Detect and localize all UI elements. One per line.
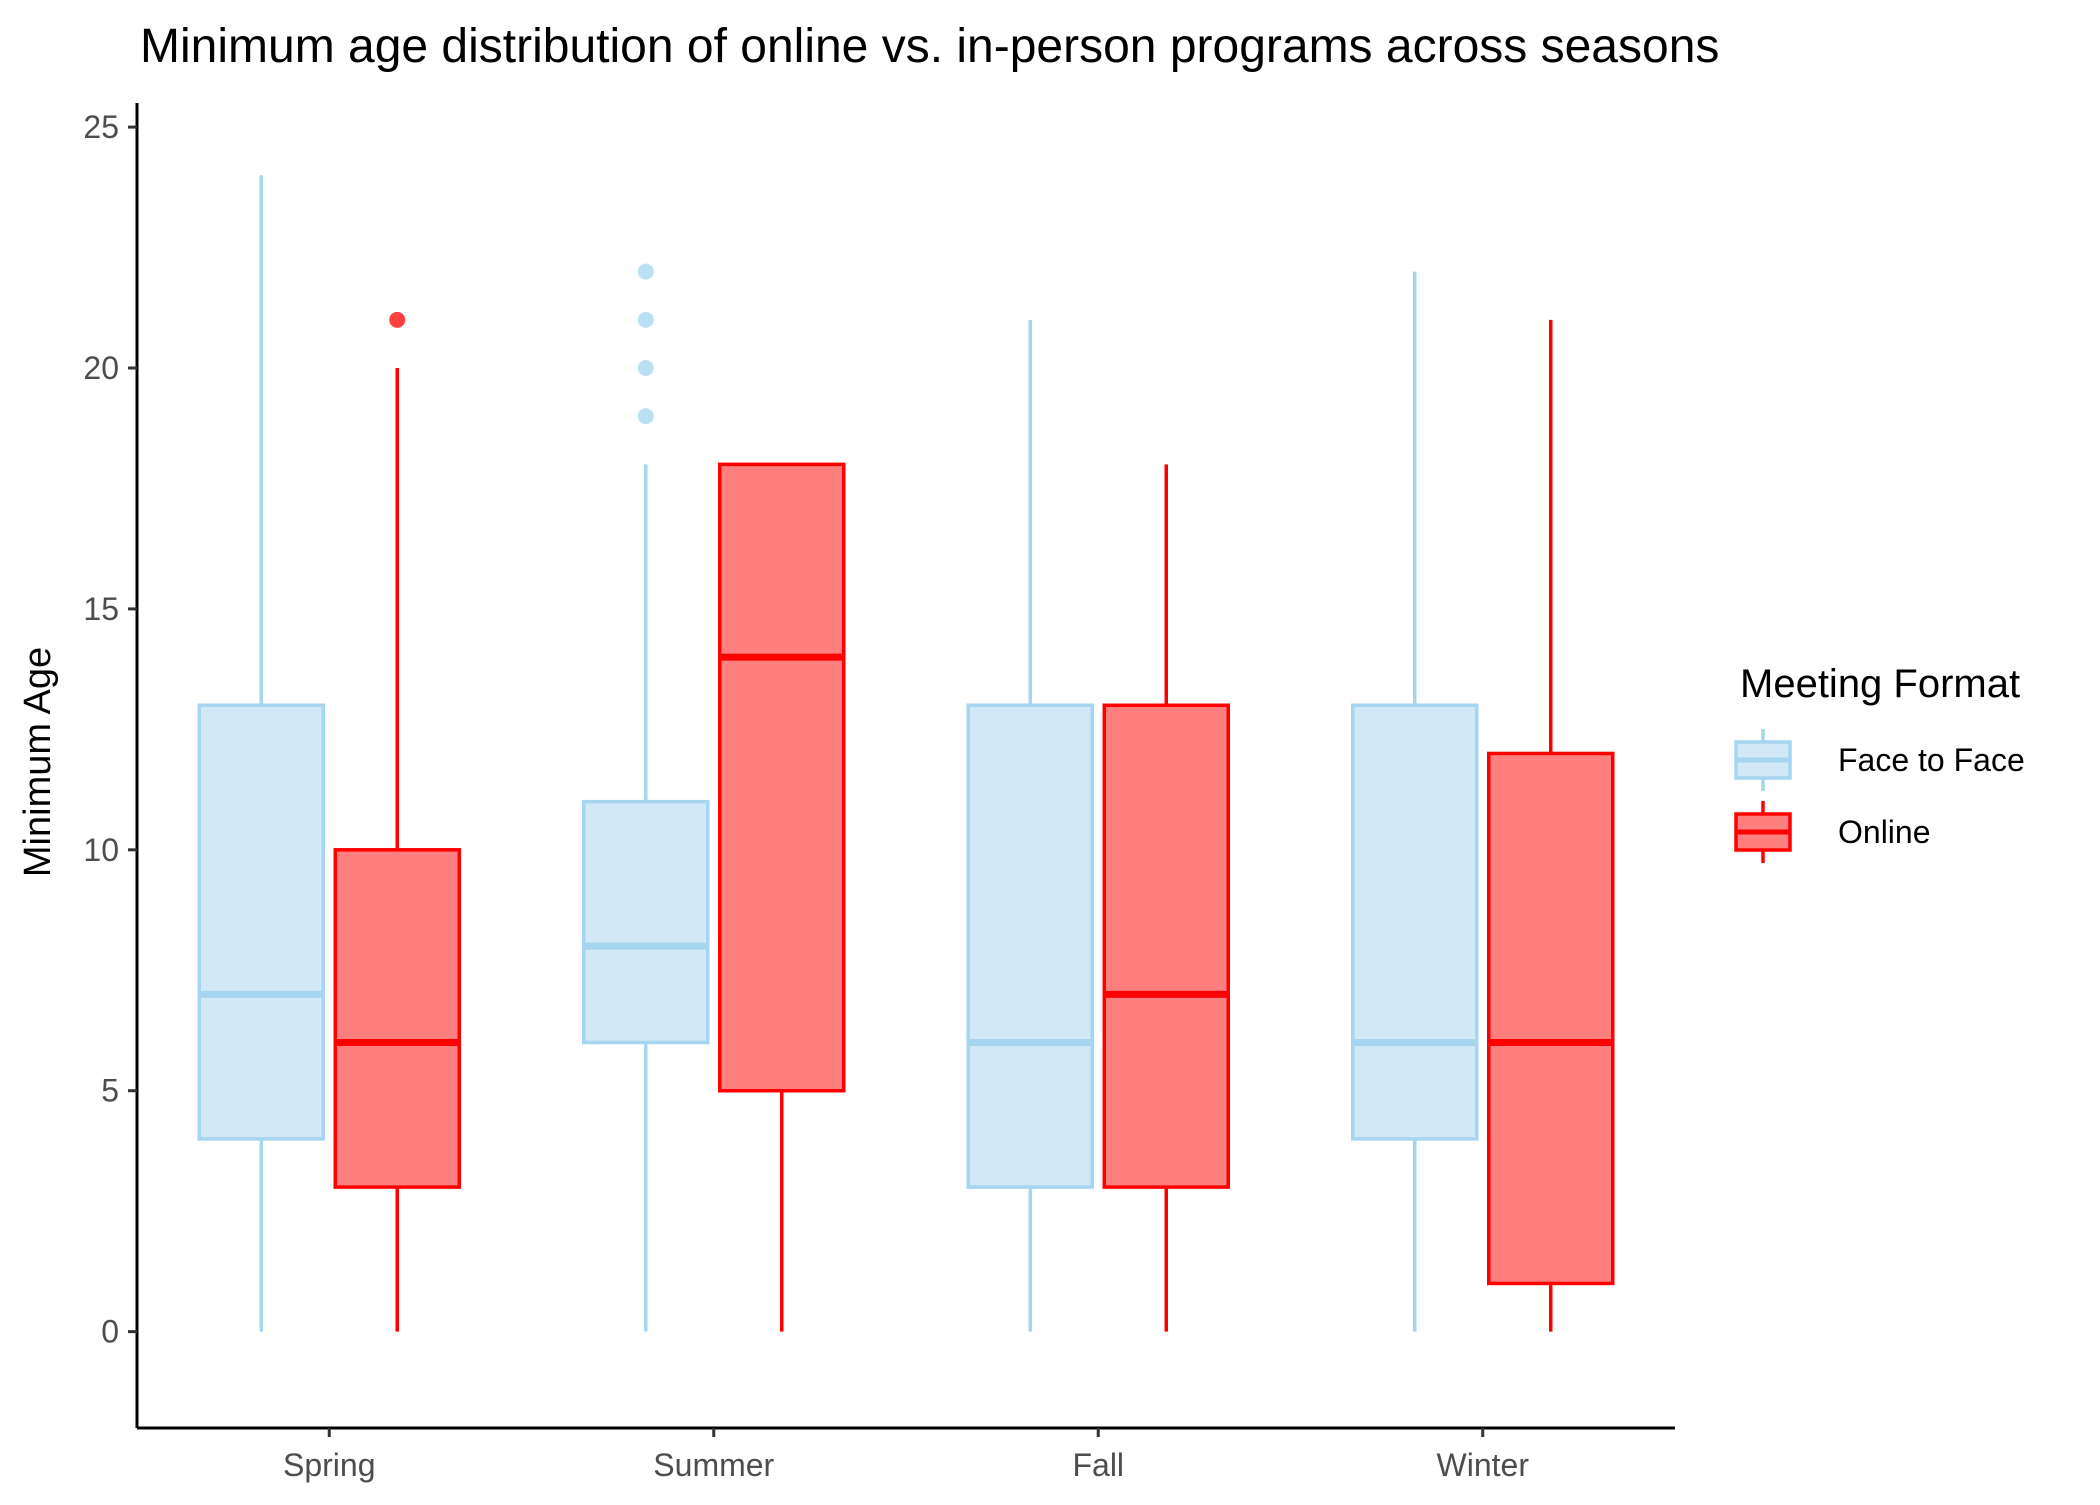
legend-item-online: Online xyxy=(1734,801,1931,863)
plot-area: 0 5 10 15 20 25 Spring Summer Fall Winter xyxy=(83,103,1675,1483)
box-iqr xyxy=(333,848,461,1189)
x-tick-label: Summer xyxy=(653,1447,774,1483)
y-tick-label: 25 xyxy=(83,109,119,145)
y-tick-label: 0 xyxy=(101,1314,119,1350)
x-tick-label: Winter xyxy=(1437,1447,1530,1483)
box-iqr xyxy=(582,799,710,1045)
legend-title: Meeting Format xyxy=(1740,662,2020,706)
box-face-to-face-fall xyxy=(966,319,1094,1332)
y-tick-label: 20 xyxy=(83,350,119,386)
chart-title: Minimum age distribution of online vs. i… xyxy=(140,20,1719,73)
box-iqr xyxy=(718,462,846,1093)
legend-label: Online xyxy=(1838,814,1931,850)
box-iqr xyxy=(1351,703,1479,1141)
outlier-point xyxy=(637,408,654,425)
y-tick-label: 5 xyxy=(101,1073,119,1109)
y-axis-title: Minimum Age xyxy=(17,647,59,877)
outlier-point xyxy=(389,311,406,328)
box-online-fall xyxy=(1102,464,1230,1332)
outlier-point xyxy=(637,263,654,280)
legend-item-face-to-face: Face to Face xyxy=(1734,729,2025,791)
y-tick-label: 10 xyxy=(83,832,119,868)
box-face-to-face-summer xyxy=(582,263,710,1332)
box-online-winter xyxy=(1487,319,1615,1332)
box-iqr xyxy=(1102,703,1230,1189)
box-online-spring xyxy=(333,311,461,1332)
legend-label: Face to Face xyxy=(1838,742,2025,778)
outlier-point xyxy=(637,311,654,328)
x-tick-label: Fall xyxy=(1072,1447,1124,1483)
x-tick-label: Spring xyxy=(283,1447,376,1483)
box-iqr xyxy=(1487,751,1615,1286)
box-face-to-face-winter xyxy=(1351,271,1479,1332)
box-iqr xyxy=(966,703,1094,1189)
box-iqr xyxy=(197,703,325,1141)
legend: Meeting Format Face to Face Online xyxy=(1734,662,2025,863)
box-online-summer xyxy=(718,462,846,1332)
outlier-point xyxy=(637,360,654,376)
box-face-to-face-spring xyxy=(197,175,325,1332)
y-tick-label: 15 xyxy=(83,591,119,627)
